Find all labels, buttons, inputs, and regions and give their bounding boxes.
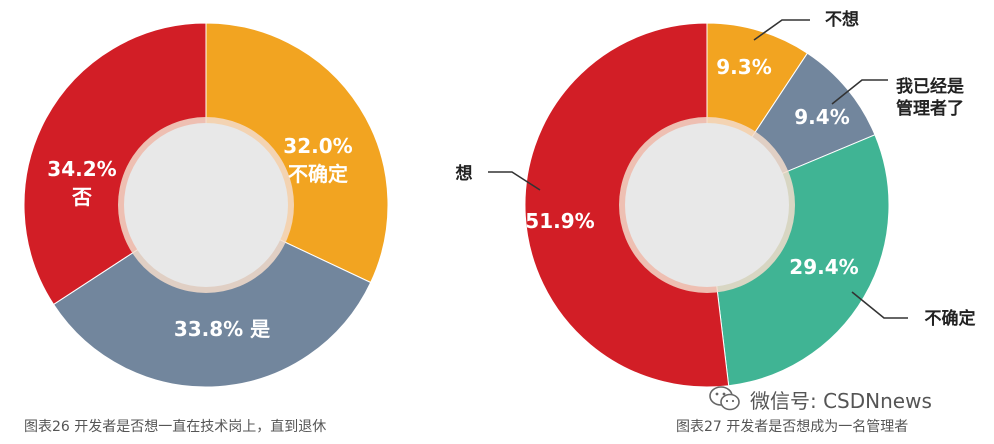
chart2-leader-0 xyxy=(753,19,810,41)
chart1-label-2-display: 34.2% xyxy=(47,157,116,181)
chart2-value-3: 51.9% xyxy=(525,209,594,233)
chart1-label-0-display: 32.0% xyxy=(283,134,352,158)
chart-caption-27: 图表27 开发者是否想成为一名管理者 xyxy=(676,419,909,435)
chart1-label-1: 33.8% 是 xyxy=(174,317,270,341)
chart2-category-1-line2: 管理者了 xyxy=(896,98,964,119)
chart2-value-0: 9.3% xyxy=(716,55,771,79)
chart2-category-0: 不想 xyxy=(825,9,859,30)
chart2-value-2: 29.4% xyxy=(789,255,858,279)
chart1-label-0-label: 不确定 xyxy=(288,162,348,186)
chart2-leader-2 xyxy=(851,291,908,319)
chart2-center-hole xyxy=(625,123,789,287)
watermark-text: 微信号: CSDNnews xyxy=(750,388,932,413)
wechat-icon xyxy=(709,386,740,411)
chart1-center-hole xyxy=(124,123,288,287)
chart2-category-3: 想 xyxy=(456,163,473,184)
chart1-label-2-label: 否 xyxy=(71,185,92,209)
wechat-watermark: 微信号: CSDNnews xyxy=(708,384,932,414)
chart1-slice-1 xyxy=(52,204,372,388)
chart2-category-2: 不确定 xyxy=(925,308,976,329)
chart2-leader-1 xyxy=(831,79,888,105)
chart2-leader-3 xyxy=(488,171,541,191)
chart-developer-stay-technical: 32.0% 不确定 33.8% 是 34.2% 否 xyxy=(23,22,389,388)
chart2-category-1-line1: 我已经是 xyxy=(896,76,964,97)
chart-caption-26: 图表26 开发者是否想一直在技术岗上，直到退休 xyxy=(24,419,327,435)
chart2-value-1: 9.4% xyxy=(794,105,849,129)
